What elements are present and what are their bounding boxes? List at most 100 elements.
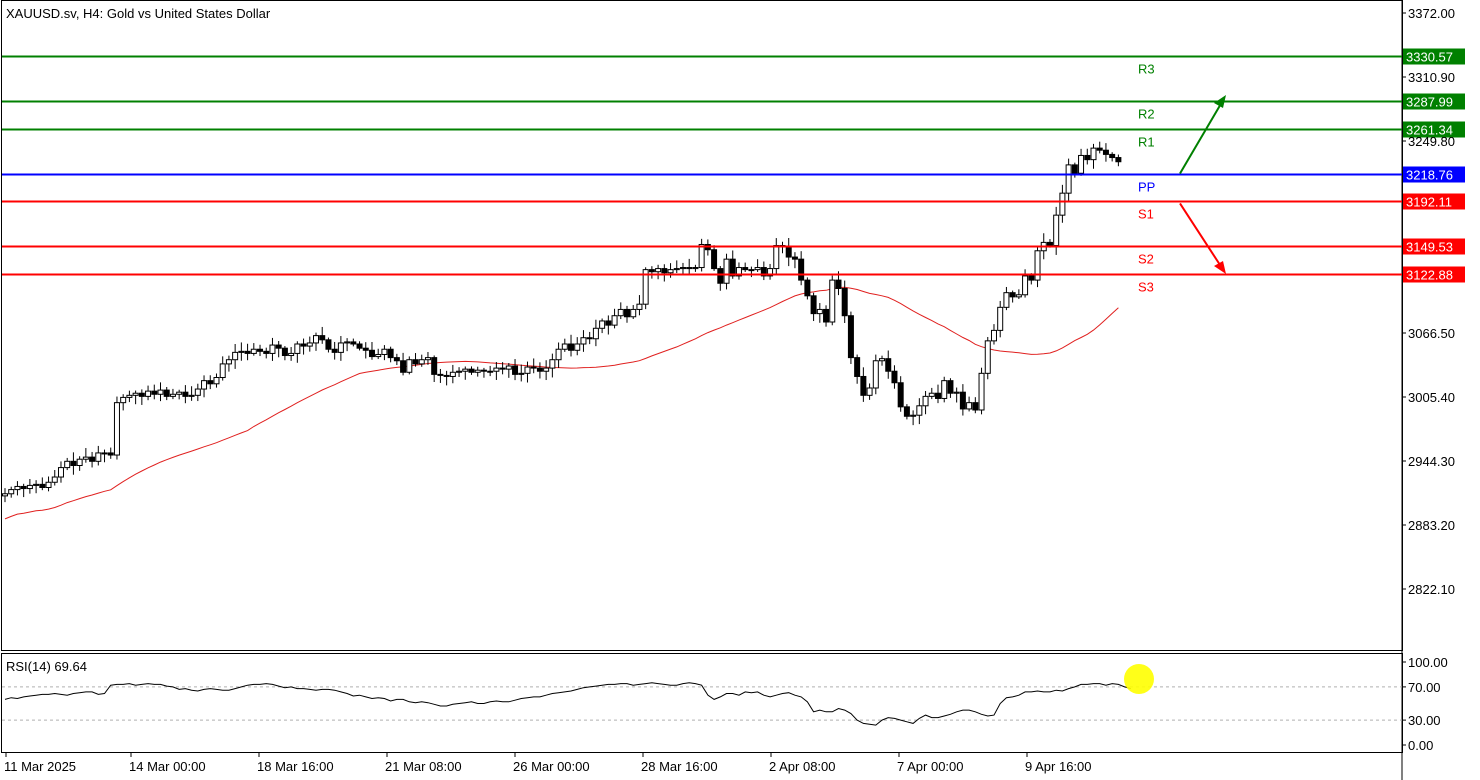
- candle: [580, 330, 587, 352]
- candle: [281, 346, 288, 361]
- candle: [754, 259, 761, 272]
- candle-body-bear: [387, 348, 394, 359]
- candle: [449, 364, 456, 384]
- candle-body-bear: [263, 350, 270, 354]
- candle-body-bull: [978, 372, 985, 411]
- candle: [8, 486, 15, 498]
- candle-body-bear: [70, 460, 77, 467]
- level-label-r3: R3: [1138, 62, 1155, 77]
- candle: [20, 483, 27, 498]
- candle-body-bull: [2, 493, 8, 497]
- candle: [891, 365, 898, 389]
- candle: [107, 447, 114, 459]
- candle: [798, 251, 805, 286]
- candle-body-bear: [1071, 164, 1078, 174]
- candle-body-bull: [313, 335, 319, 344]
- candle: [400, 352, 407, 376]
- x-tick-label: 18 Mar 16:00: [257, 759, 334, 774]
- candle: [424, 352, 431, 365]
- candle: [64, 457, 71, 471]
- candle: [443, 370, 450, 386]
- candle: [356, 341, 363, 351]
- candle-body-bull: [1065, 164, 1072, 194]
- candle-body-bull: [238, 350, 245, 353]
- candle-body-bull: [698, 243, 705, 269]
- candle-body-bear: [810, 295, 817, 315]
- candle: [1003, 286, 1010, 311]
- y-tick-label: 3066.50: [1408, 326, 1455, 341]
- candle-body-bull: [418, 359, 425, 365]
- candle: [89, 451, 96, 468]
- candle: [468, 366, 475, 375]
- candle-body-bear: [350, 341, 357, 345]
- y-tick-label: 3310.90: [1408, 70, 1455, 85]
- candle-body-bear: [325, 339, 332, 350]
- candle-body-bull: [145, 390, 152, 397]
- candle-body-bull: [250, 348, 257, 354]
- candle: [959, 384, 966, 416]
- level-price-box-r1: [1403, 121, 1465, 138]
- candle-body-bear: [760, 267, 767, 277]
- candle: [138, 389, 145, 405]
- candle-body-bear: [1096, 147, 1103, 151]
- candles[interactable]: [2, 141, 1122, 503]
- candle: [624, 305, 630, 323]
- rsi-label: RSI(14) 69.64: [6, 659, 87, 674]
- chart-title: XAUUSD.sv, H4: Gold vs United States Dol…: [6, 6, 271, 21]
- candle-body-bull: [406, 359, 413, 373]
- candle: [1109, 152, 1116, 162]
- rsi-tick-label: 70.00: [1408, 680, 1441, 695]
- candle-body-bull: [344, 341, 351, 344]
- candle-body-bull: [213, 377, 220, 385]
- candle: [972, 397, 979, 414]
- candle-body-bear: [412, 359, 419, 365]
- annotations: [1124, 95, 1226, 694]
- candle-body-bull: [101, 452, 108, 455]
- candle: [592, 319, 599, 347]
- candle: [431, 355, 438, 383]
- candle: [462, 366, 469, 380]
- candle: [120, 394, 127, 411]
- candle-body-bear: [182, 391, 189, 397]
- candle-body-bull: [505, 365, 512, 370]
- candle-body-bear: [1084, 154, 1091, 161]
- candle-body-bull: [337, 342, 344, 353]
- candle: [711, 245, 718, 271]
- candle-body-bear: [959, 391, 966, 410]
- candle: [816, 303, 823, 323]
- level-price-s1: 3192.11: [1406, 195, 1452, 210]
- candle-body-bull: [549, 359, 556, 369]
- candle-body-bear: [1109, 153, 1116, 159]
- candle: [300, 338, 307, 355]
- candle: [1084, 148, 1091, 165]
- candle-body-bear: [1046, 241, 1053, 247]
- candle: [543, 360, 550, 381]
- candle-body-bear: [89, 456, 96, 462]
- candle: [636, 295, 643, 316]
- candle-body-bull: [157, 389, 164, 395]
- candle: [679, 262, 686, 274]
- candle: [735, 262, 742, 280]
- candle-body-bear: [1009, 292, 1016, 298]
- rsi-line: [4, 682, 1131, 726]
- candle: [717, 266, 724, 291]
- candle-body-bull: [449, 371, 456, 377]
- candle: [350, 338, 357, 347]
- candle-body-bull: [524, 366, 531, 374]
- candle: [879, 355, 886, 366]
- candle: [599, 318, 606, 334]
- candle: [113, 396, 120, 460]
- candle: [412, 353, 419, 367]
- candle-body-bull: [1003, 292, 1010, 308]
- candle-body-bear: [804, 279, 811, 297]
- candle-body-bull: [555, 348, 562, 361]
- candle-body-bear: [661, 268, 668, 274]
- candle-body-bull: [767, 268, 774, 277]
- candle: [499, 362, 506, 375]
- candle-body-bull: [928, 392, 935, 397]
- y-tick-label: 3249.80: [1408, 134, 1455, 149]
- candle: [14, 481, 21, 496]
- candle-body-bull: [922, 395, 929, 407]
- candle-body-bear: [860, 375, 867, 396]
